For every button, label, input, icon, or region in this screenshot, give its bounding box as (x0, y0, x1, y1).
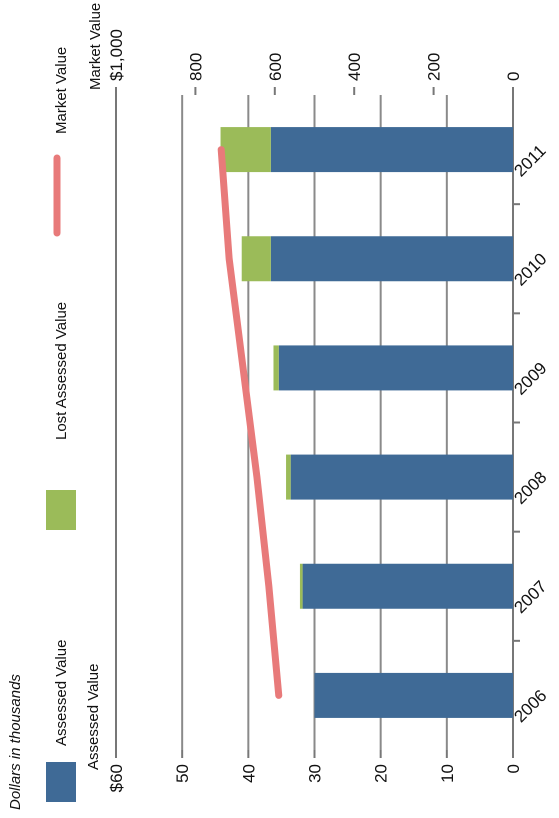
assessed-tick-label: 10 (438, 764, 457, 783)
market-tick-label: 600 (266, 53, 285, 81)
market-tick-label: 400 (345, 53, 364, 81)
assessed-tick-label: 40 (239, 764, 258, 783)
market-tick-label: 800 (186, 53, 205, 81)
bars (220, 127, 513, 718)
bar-lost-2007 (299, 563, 303, 609)
category-label-2006: 2006 (510, 686, 550, 726)
bar-assessed-2009 (278, 345, 513, 391)
bar-lost-2011 (220, 127, 271, 173)
legend: Assessed Value Lost Assessed Value Marke… (46, 47, 76, 802)
bar-assessed-2007 (302, 563, 513, 609)
assessed-tick-label: 0 (504, 764, 523, 773)
bar-lost-2009 (273, 345, 279, 391)
axes (115, 87, 520, 758)
bar-assessed-2008 (290, 454, 513, 500)
market-value-series (217, 146, 283, 699)
market-value-line (217, 146, 283, 699)
assessed-tick-label: 50 (173, 764, 192, 783)
bar-assessed-2006 (314, 672, 513, 718)
market-tick-label: $1,000 (107, 29, 126, 81)
category-label-2010: 2010 (510, 249, 550, 289)
bar-lost-2010 (241, 236, 271, 282)
axis-title-assessed: Assessed Value (85, 664, 102, 770)
assessed-tick-label: 30 (306, 764, 325, 783)
bar-lost-2008 (286, 454, 291, 500)
market-tick-label: 0 (504, 72, 523, 81)
category-label-2009: 2009 (510, 359, 550, 399)
bar-assessed-2010 (270, 236, 513, 282)
bar-assessed-2011 (270, 127, 513, 173)
legend-label-market: Market Value (53, 47, 70, 134)
legend-label-assessed: Assessed Value (53, 640, 70, 746)
axis-title-market: Market Value (87, 3, 104, 90)
category-label-2011: 2011 (510, 141, 549, 180)
legend-swatch-lost (46, 490, 76, 530)
market-tick-label: 200 (425, 53, 444, 81)
assessed-tick-label: 20 (372, 764, 391, 783)
note-dollars-in-thousands: Dollars in thousands (7, 674, 24, 810)
category-label-2008: 2008 (510, 468, 550, 508)
category-label-2007: 2007 (510, 577, 550, 617)
legend-swatch-assessed (46, 762, 76, 802)
legend-label-lost: Lost Assessed Value (53, 302, 70, 440)
assessed-tick-label: $60 (107, 764, 126, 792)
